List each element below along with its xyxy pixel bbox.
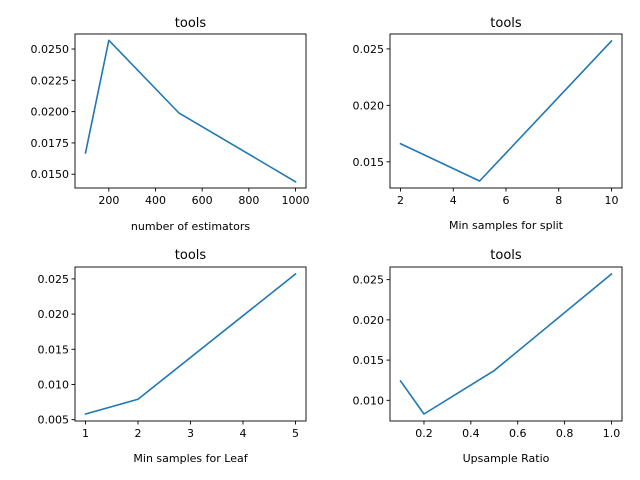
x-tick-label: 4 xyxy=(450,194,457,207)
y-tick-label: 0.0175 xyxy=(31,137,70,150)
y-tick-label: 0.0250 xyxy=(31,43,70,56)
x-tick-label: 6 xyxy=(503,194,510,207)
y-tick-label: 0.025 xyxy=(38,273,70,286)
x-tick-label: 0.4 xyxy=(462,427,480,440)
y-tick-label: 0.0225 xyxy=(31,74,70,87)
subplot-title: tools xyxy=(175,16,207,31)
x-tick-label: 200 xyxy=(98,194,119,207)
subplot-upsample-ratio: tools Upsample Ratio 0.2 0.4 0.6 0.8 1.0 0.01… xyxy=(353,248,623,465)
x-tick-label: 3 xyxy=(187,427,194,440)
x-tick-label: 1000 xyxy=(282,194,310,207)
subplot-min-samples-leaf: tools Min samples for Leaf 1 2 3 4 5 0.005 0.0… xyxy=(38,248,307,465)
y-tick-label: 0.015 xyxy=(353,354,385,367)
y-tick-label: 0.020 xyxy=(353,99,385,112)
y-tick-label: 0.020 xyxy=(38,308,70,321)
x-tick-label: 800 xyxy=(238,194,259,207)
y-tick-label: 0.010 xyxy=(353,394,385,407)
x-tick-label: 10 xyxy=(604,194,618,207)
x-tick-label: 2 xyxy=(135,427,142,440)
x-axis-label: number of estimators xyxy=(131,220,250,233)
x-tick-label: 8 xyxy=(555,194,562,207)
x-tick-label: 0.2 xyxy=(415,427,433,440)
y-tick-label: 0.025 xyxy=(353,43,385,56)
x-tick-label: 400 xyxy=(145,194,166,207)
x-tick-label: 5 xyxy=(292,427,299,440)
y-tick-label: 0.010 xyxy=(38,378,70,391)
subplot-min-samples-split: tools Min samples for split 2 4 6 8 10 0.015 0… xyxy=(353,16,623,232)
x-tick-label: 0.6 xyxy=(509,427,527,440)
y-tick-label: 0.020 xyxy=(353,314,385,327)
x-axis-label: Upsample Ratio xyxy=(463,452,550,465)
series-line xyxy=(399,272,613,415)
subplot-title: tools xyxy=(490,16,522,31)
y-tick-label: 0.025 xyxy=(353,274,385,287)
x-tick-label: 2 xyxy=(397,194,404,207)
y-tick-label: 0.0200 xyxy=(31,106,70,119)
x-tick-label: 1.0 xyxy=(603,427,621,440)
y-tick-label: 0.015 xyxy=(38,343,70,356)
x-tick-label: 1 xyxy=(82,427,89,440)
subplot-title: tools xyxy=(175,248,207,263)
series-line xyxy=(84,272,297,416)
subplot-title: tools xyxy=(490,248,522,263)
x-tick-label: 0.8 xyxy=(556,427,574,440)
x-tick-label: 4 xyxy=(240,427,247,440)
axes-frame xyxy=(389,266,623,422)
series-line xyxy=(399,39,613,182)
x-axis-label: Min samples for Leaf xyxy=(133,452,248,465)
x-tick-label: 600 xyxy=(192,194,213,207)
axes-frame xyxy=(74,33,307,189)
series-line xyxy=(84,39,297,183)
y-tick-label: 0.0150 xyxy=(31,168,70,181)
subplot-number-of-estimators: tools number of estimators 200 400 600 800 1… xyxy=(31,16,310,233)
y-tick-label: 0.005 xyxy=(38,414,70,427)
x-axis-label: Min samples for split xyxy=(449,219,564,232)
y-tick-label: 0.015 xyxy=(353,156,385,169)
